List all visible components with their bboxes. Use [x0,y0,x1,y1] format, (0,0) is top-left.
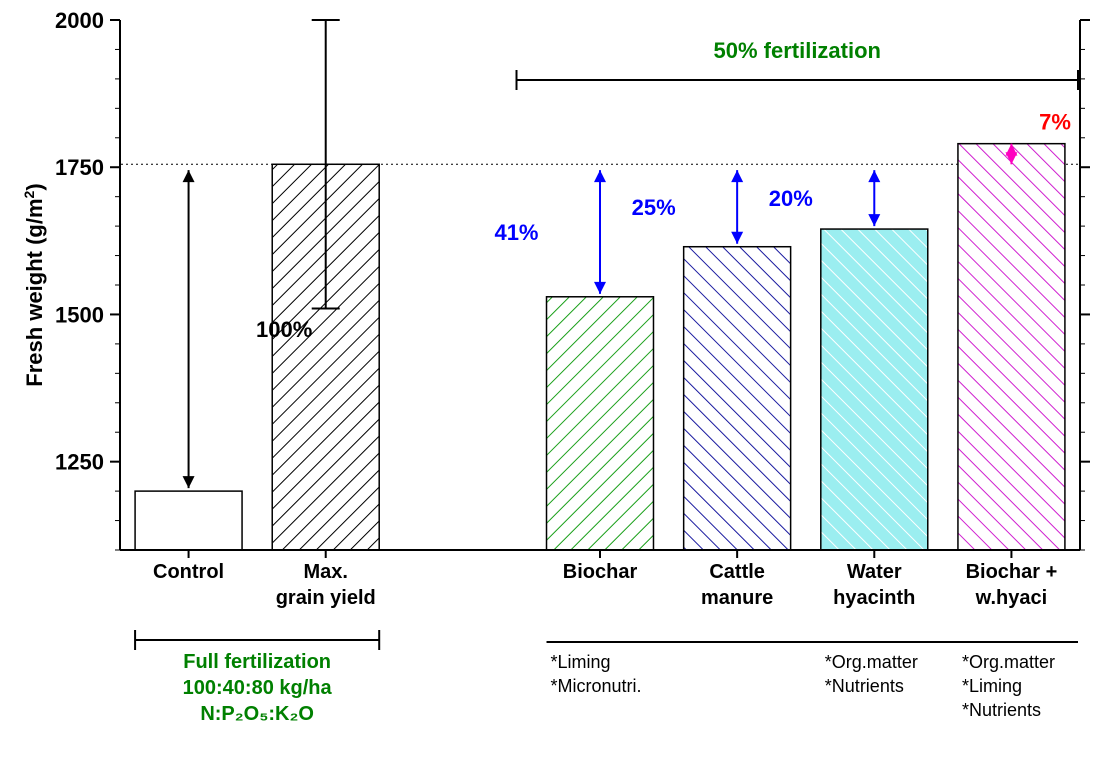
svg-text:1750: 1750 [55,155,104,180]
svg-text:*Nutrients: *Nutrients [962,700,1041,720]
svg-text:Fresh weight (g/m2): Fresh weight (g/m2) [21,183,47,386]
svg-text:Full fertilization: Full fertilization [183,651,331,673]
svg-text:1500: 1500 [55,302,104,327]
svg-text:manure: manure [701,587,773,609]
svg-text:Cattle: Cattle [709,561,765,583]
svg-text:*Org.matter: *Org.matter [962,652,1055,672]
svg-text:50% fertilization: 50% fertilization [714,38,881,63]
svg-text:*Micronutri.: *Micronutri. [551,676,642,696]
chart-container: Control Max. grain yield Biochar Cattle manur… [0,0,1119,784]
svg-text:*Liming: *Liming [962,676,1022,696]
svg-text:20%: 20% [769,186,813,211]
svg-text:Biochar: Biochar [563,561,638,583]
svg-text:25%: 25% [632,195,676,220]
chart-svg: Control Max. grain yield Biochar Cattle manur… [0,0,1119,784]
svg-text:2000: 2000 [55,8,104,33]
svg-text:Max.: Max. [303,561,347,583]
svg-text:41%: 41% [494,220,538,245]
svg-text:N:P₂O₅:K₂O: N:P₂O₅:K₂O [200,703,314,725]
svg-text:7%: 7% [1039,110,1071,135]
svg-text:1250: 1250 [55,450,104,475]
svg-text:hyacinth: hyacinth [833,587,915,609]
svg-text:Biochar +: Biochar + [966,561,1058,583]
svg-text:Control: Control [153,561,224,583]
svg-text:100%: 100% [256,317,312,342]
svg-text:grain yield: grain yield [276,587,376,609]
svg-text:100:40:80 kg/ha: 100:40:80 kg/ha [183,677,333,699]
svg-text:*Liming: *Liming [551,652,611,672]
svg-text:*Org.matter: *Org.matter [825,652,918,672]
svg-text:Water: Water [847,561,902,583]
svg-text:*Nutrients: *Nutrients [825,676,904,696]
svg-text:w.hyaci: w.hyaci [975,587,1048,609]
